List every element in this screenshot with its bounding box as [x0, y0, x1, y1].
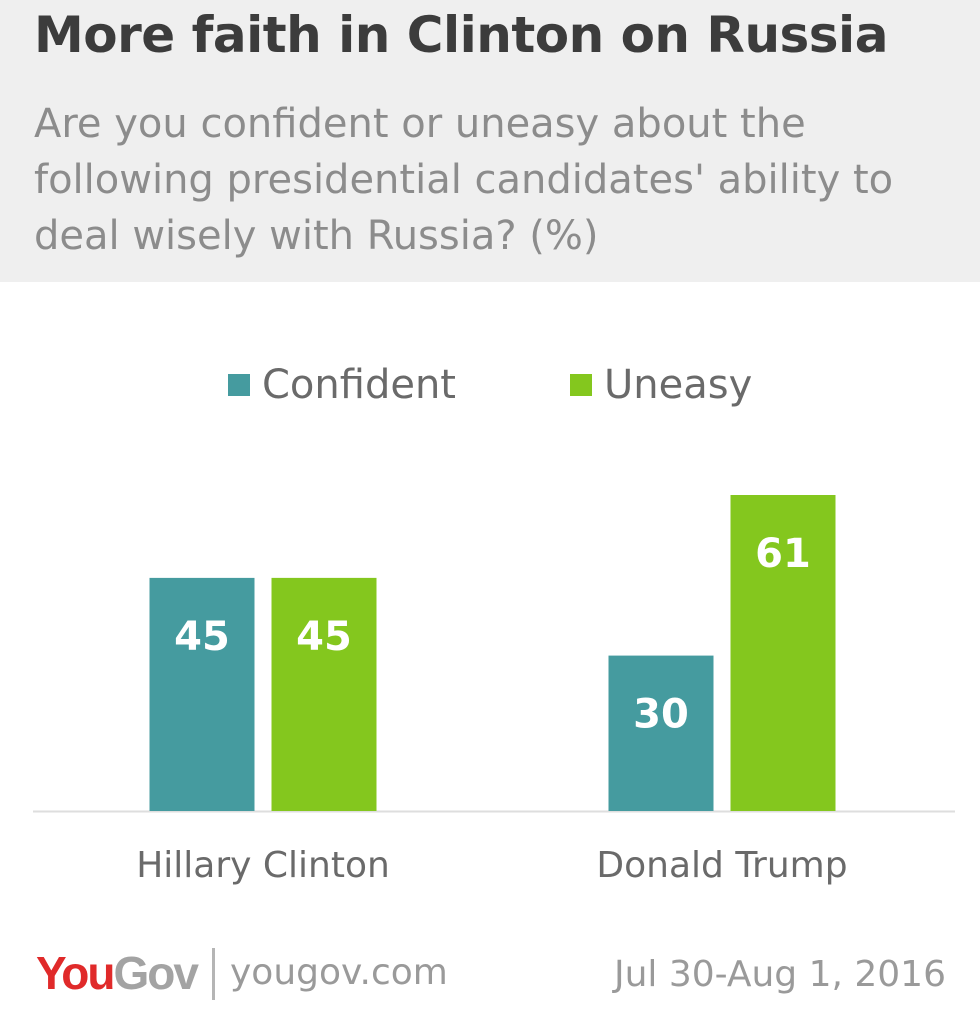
bar-value-label: 45 — [296, 614, 352, 660]
footer-date: Jul 30-Aug 1, 2016 — [613, 954, 946, 995]
footer-site: yougov.com — [230, 952, 448, 993]
chart-subtitle: Are you confident or uneasy about the fo… — [34, 101, 894, 259]
header: More faith in Clinton on Russia Are you … — [0, 0, 980, 282]
bar-value-label: 30 — [633, 692, 689, 738]
bar-value-label: 61 — [755, 531, 811, 577]
bar-confident-0 — [149, 577, 255, 811]
legend-swatch-confident — [228, 374, 250, 396]
chart-title: More faith in Clinton on Russia — [34, 6, 888, 64]
logo-gov: Gov — [113, 947, 198, 999]
logo-you: You — [36, 947, 115, 999]
yougov-logo: YouGov — [36, 946, 199, 1000]
bar-uneasy-0 — [271, 577, 377, 811]
bar-value-label: 45 — [174, 614, 230, 660]
bar-uneasy-1 — [730, 495, 836, 811]
category-label: Hillary Clinton — [136, 845, 390, 886]
legend-item-confident: Confident — [228, 362, 456, 408]
legend-swatch-uneasy — [570, 374, 592, 396]
legend: Confident Uneasy — [0, 362, 980, 418]
category-label: Donald Trump — [596, 845, 847, 886]
bar-confident-1 — [608, 655, 714, 811]
bar-chart: 45 45 Hillary Clinton 30 61 Donald Trump — [33, 495, 955, 886]
legend-label-uneasy: Uneasy — [604, 362, 753, 408]
legend-item-uneasy: Uneasy — [570, 362, 752, 408]
legend-label-confident: Confident — [262, 362, 456, 408]
footer-separator — [212, 948, 215, 1000]
